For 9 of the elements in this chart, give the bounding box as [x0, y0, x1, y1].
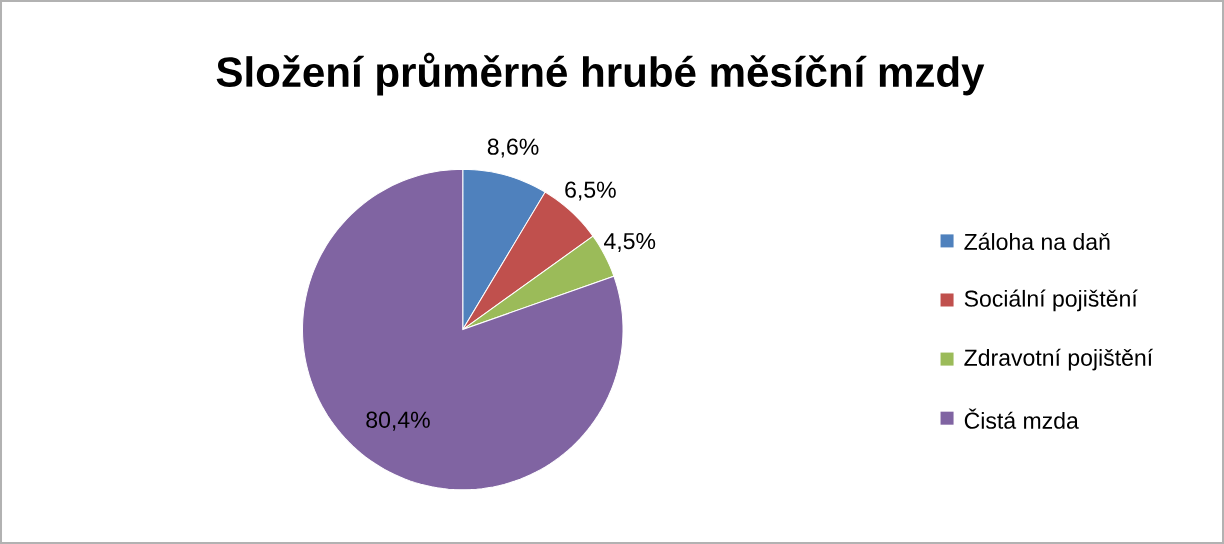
legend-label: Záloha na daň [964, 232, 1110, 251]
data-label: 8,6% [487, 138, 539, 158]
data-label: 4,5% [604, 233, 656, 252]
chart-title: Složení průměrné hrubé měsíční mzdy [216, 52, 985, 96]
legend-label: Čistá mzda [964, 408, 1079, 429]
data-label: 6,5% [565, 181, 616, 201]
legend-label: Sociální pojištění [964, 289, 1138, 312]
legend-label: Zdravotní pojištění [964, 348, 1154, 371]
data-label: 80,4% [366, 411, 430, 431]
